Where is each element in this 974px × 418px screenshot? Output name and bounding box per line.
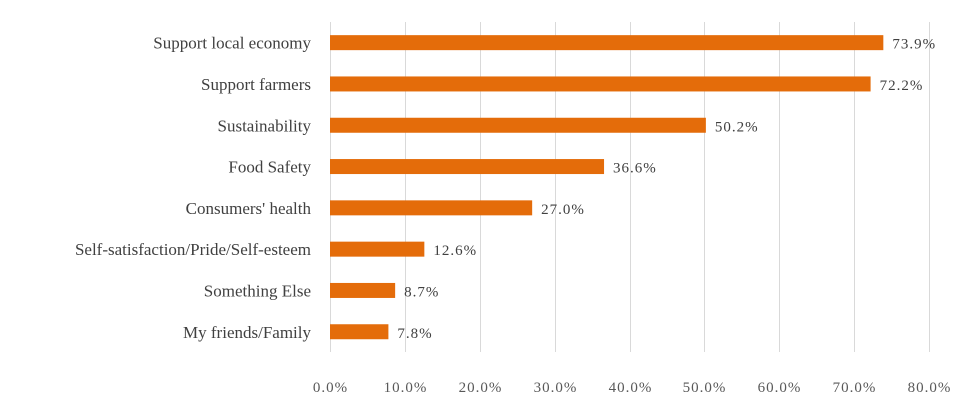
- category-label: Consumers' health: [186, 199, 312, 218]
- bar: [330, 200, 533, 216]
- data-label: 27.0%: [541, 202, 585, 218]
- data-labels: 73.9% 72.2% 50.2% 36.6% 27.0% 12.6% 8.7% 7.8%: [397, 37, 936, 342]
- x-tick-label: 0.0%: [313, 380, 348, 396]
- x-tick-label: 10.0%: [384, 380, 428, 396]
- x-tick-label: 50.0%: [683, 380, 727, 396]
- category-label: Sustainability: [218, 116, 312, 135]
- x-tick-label: 60.0%: [758, 380, 802, 396]
- data-label: 8.7%: [404, 284, 439, 300]
- bar: [330, 241, 425, 257]
- x-tick-label: 20.0%: [459, 380, 503, 396]
- bar: [330, 117, 706, 133]
- data-label: 7.8%: [397, 326, 432, 342]
- category-label: Self-satisfaction/Pride/Self-esteem: [75, 240, 311, 259]
- category-label: Something Else: [204, 281, 311, 300]
- gridlines: [330, 22, 930, 352]
- category-label: My friends/Family: [183, 323, 311, 342]
- x-tick-label: 70.0%: [833, 380, 877, 396]
- bar: [330, 282, 396, 298]
- category-label: Support local economy: [153, 34, 311, 53]
- category-label: Support farmers: [201, 75, 311, 94]
- data-label: 73.9%: [892, 37, 936, 53]
- x-tick-label: 80.0%: [908, 380, 952, 396]
- x-axis-tick-labels: 0.0% 10.0% 20.0% 30.0% 40.0% 50.0% 60.0% 70.0% 8…: [313, 380, 952, 396]
- bar: [330, 76, 871, 92]
- bar: [330, 159, 605, 175]
- x-tick-label: 40.0%: [609, 380, 653, 396]
- category-labels: Support local economy Support farmers Sust…: [75, 34, 312, 342]
- x-tick-label: 30.0%: [534, 380, 578, 396]
- bar: [330, 35, 884, 51]
- category-label: Food Safety: [228, 158, 311, 177]
- data-label: 50.2%: [715, 119, 759, 135]
- data-label: 36.6%: [613, 161, 657, 177]
- bar: [330, 324, 389, 340]
- data-label: 72.2%: [880, 78, 924, 94]
- data-label: 12.6%: [433, 243, 477, 259]
- bars: [330, 35, 884, 340]
